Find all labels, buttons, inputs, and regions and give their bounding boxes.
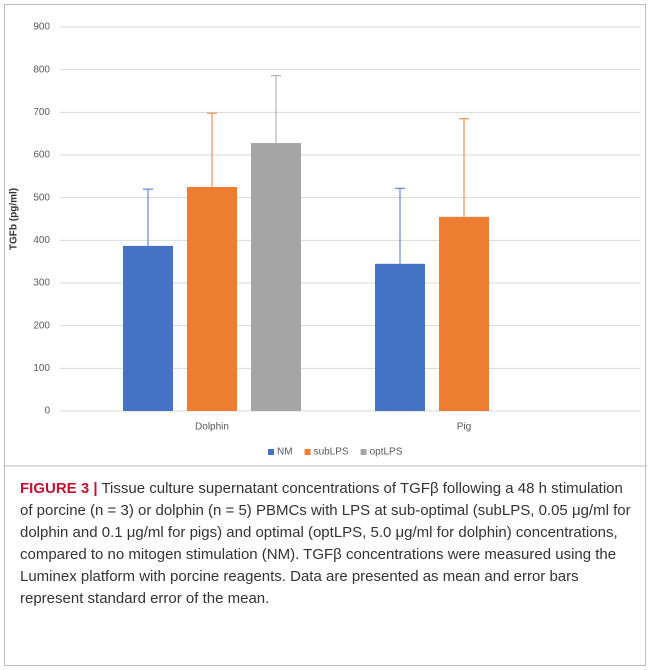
y-tick-label: 0 xyxy=(44,406,50,417)
figure-frame xyxy=(4,4,646,666)
y-tick-label: 300 xyxy=(33,278,50,289)
bar xyxy=(375,263,425,411)
chart: TGFb (pg/ml) 0 100 200 300 400 500 600 700 800 90… xyxy=(5,22,647,467)
caption-label: FIGURE 3 | xyxy=(20,480,98,497)
y-axis-label: TGFb (pg/ml) xyxy=(9,188,20,250)
y-tick-label: 200 xyxy=(33,320,50,331)
bar xyxy=(251,143,301,411)
legend-swatch xyxy=(268,449,274,455)
y-tick-label: 600 xyxy=(33,150,50,161)
legend-label: subLPS xyxy=(314,447,349,458)
y-tick-label: 400 xyxy=(33,235,50,246)
y-tick-label: 100 xyxy=(33,363,50,374)
x-tick-label: Dolphin xyxy=(195,422,229,433)
y-tick-label: 900 xyxy=(33,22,50,33)
bar xyxy=(439,216,489,411)
y-tick-label: 800 xyxy=(33,64,50,75)
x-tick-label: Pig xyxy=(457,422,471,433)
y-tick-label: 500 xyxy=(33,192,50,203)
bar xyxy=(123,245,173,411)
legend-swatch xyxy=(360,449,367,455)
y-tick-label: 700 xyxy=(33,107,50,118)
legend-swatch xyxy=(304,449,311,455)
caption-text: Tissue culture supernatant concentration… xyxy=(20,480,631,607)
legend-label: NM xyxy=(277,447,293,458)
caption: FIGURE 3 | Tissue culture supernatant co… xyxy=(20,478,632,610)
bar xyxy=(187,187,237,411)
legend-label: optLPS xyxy=(370,447,403,458)
